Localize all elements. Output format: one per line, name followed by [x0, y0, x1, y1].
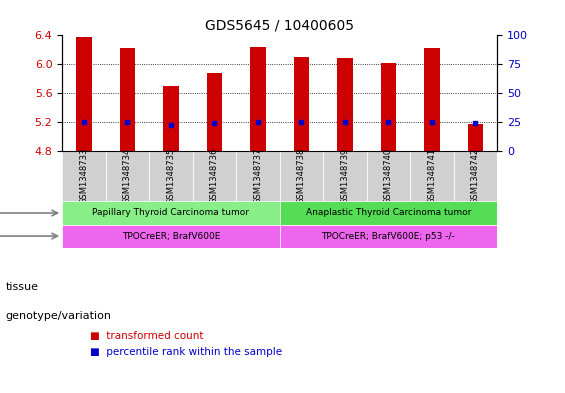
Bar [120, 48, 135, 151]
Text: Anaplastic Thyroid Carcinoma tumor: Anaplastic Thyroid Carcinoma tumor [306, 209, 471, 217]
Text: TPOCreER; BrafV600E; p53 -/-: TPOCreER; BrafV600E; p53 -/- [321, 231, 455, 241]
FancyBboxPatch shape [193, 151, 236, 202]
Title: GDS5645 / 10400605: GDS5645 / 10400605 [205, 19, 354, 33]
Bar [163, 86, 179, 151]
Text: genotype/variation: genotype/variation [6, 311, 112, 321]
FancyBboxPatch shape [280, 151, 323, 202]
Text: ■  transformed count: ■ transformed count [90, 331, 204, 341]
Text: GSM1348733: GSM1348733 [80, 148, 88, 204]
FancyBboxPatch shape [106, 151, 149, 202]
Bar [468, 124, 483, 151]
FancyBboxPatch shape [410, 151, 454, 202]
FancyBboxPatch shape [62, 202, 280, 224]
FancyBboxPatch shape [323, 151, 367, 202]
Bar [381, 64, 396, 151]
FancyBboxPatch shape [149, 151, 193, 202]
FancyBboxPatch shape [280, 202, 497, 224]
Text: TPOCreER; BrafV600E: TPOCreER; BrafV600E [121, 231, 220, 241]
Text: GSM1348737: GSM1348737 [254, 148, 262, 204]
Text: ■  percentile rank within the sample: ■ percentile rank within the sample [90, 347, 282, 357]
Text: GSM1348742: GSM1348742 [471, 148, 480, 204]
FancyBboxPatch shape [454, 151, 497, 202]
Text: GSM1348734: GSM1348734 [123, 148, 132, 204]
Text: GSM1348739: GSM1348739 [341, 148, 349, 204]
FancyBboxPatch shape [280, 224, 497, 248]
FancyBboxPatch shape [236, 151, 280, 202]
Text: Papillary Thyroid Carcinoma tumor: Papillary Thyroid Carcinoma tumor [93, 209, 249, 217]
Bar [207, 73, 222, 151]
Text: tissue: tissue [6, 282, 38, 292]
Text: GSM1348738: GSM1348738 [297, 148, 306, 204]
Bar [294, 57, 309, 151]
Bar [424, 48, 440, 151]
FancyBboxPatch shape [367, 151, 410, 202]
Text: GSM1348735: GSM1348735 [167, 148, 175, 204]
Text: GSM1348736: GSM1348736 [210, 148, 219, 204]
Text: GSM1348740: GSM1348740 [384, 148, 393, 204]
FancyBboxPatch shape [62, 224, 280, 248]
Text: GSM1348741: GSM1348741 [428, 148, 436, 204]
Bar [250, 47, 266, 151]
Bar [76, 37, 92, 151]
FancyBboxPatch shape [62, 151, 106, 202]
Bar [337, 58, 353, 151]
